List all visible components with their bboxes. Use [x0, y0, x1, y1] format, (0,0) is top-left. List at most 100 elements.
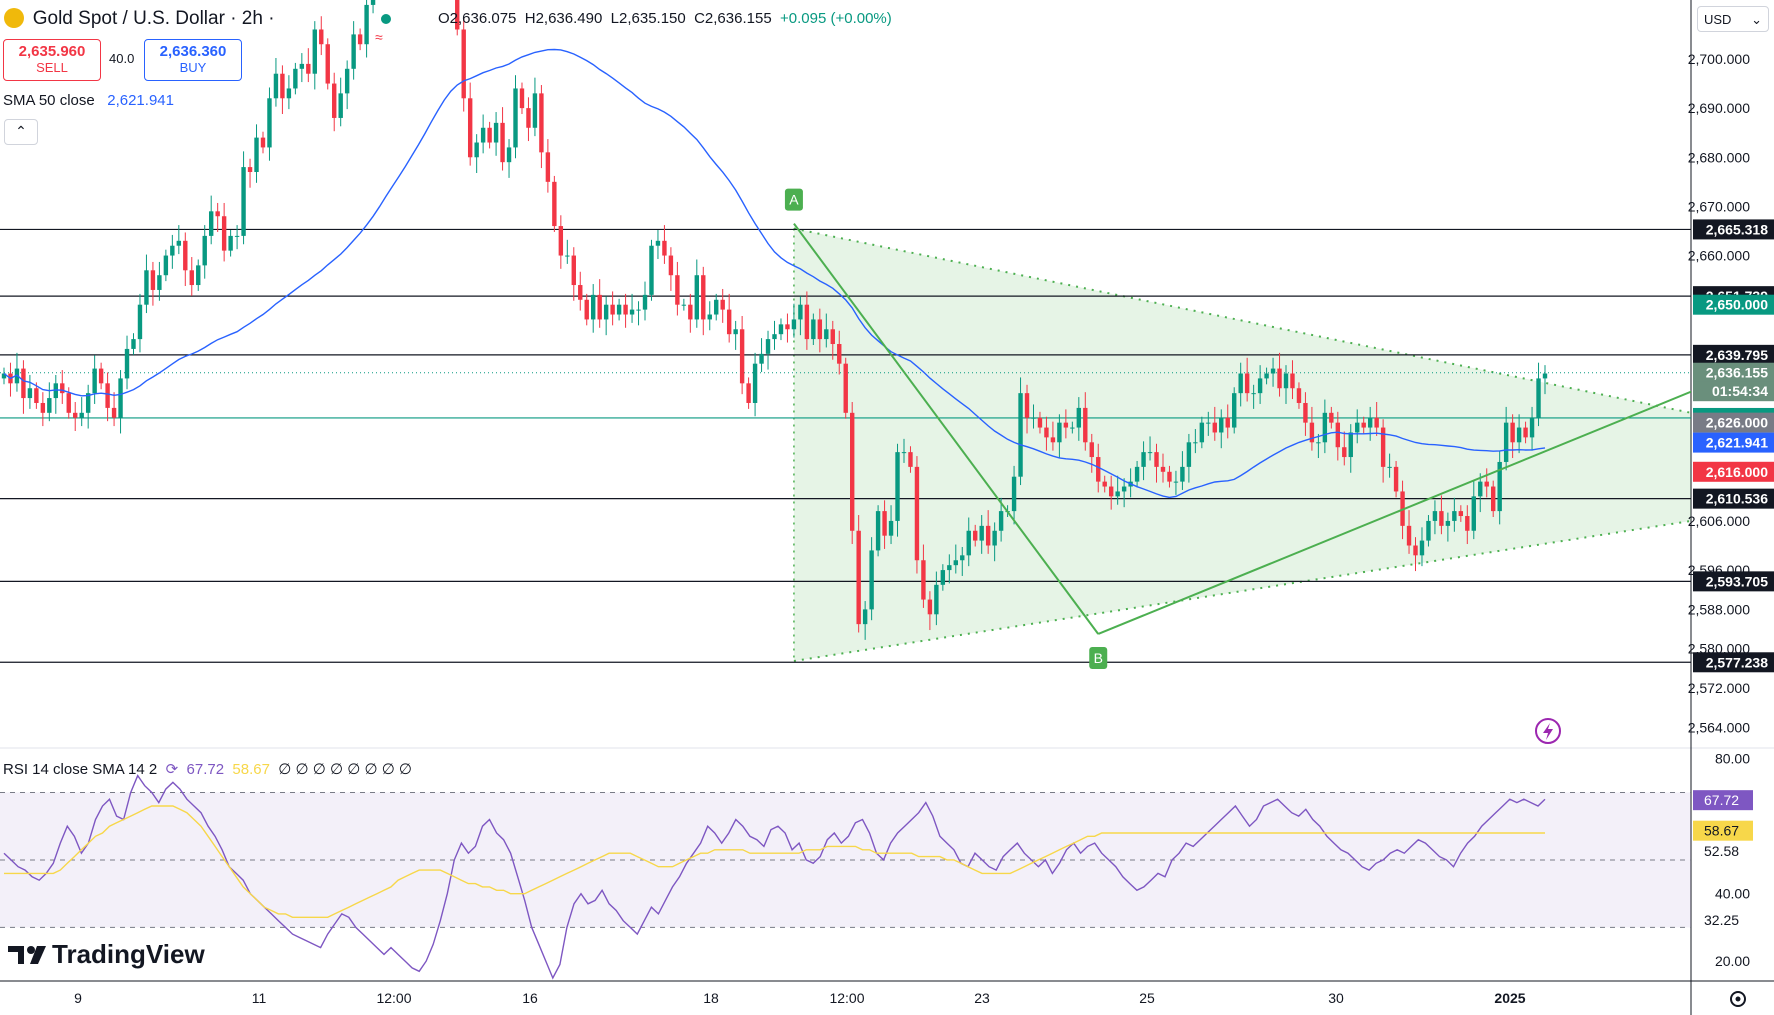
candle-body[interactable]	[966, 530, 971, 556]
candle-body[interactable]	[176, 240, 182, 246]
candle-body[interactable]	[584, 299, 589, 320]
candle-body[interactable]	[733, 329, 738, 335]
candle-body[interactable]	[98, 368, 104, 384]
candle-body[interactable]	[1063, 422, 1069, 428]
price-scale-tag[interactable]	[1693, 461, 1774, 482]
candle-body[interactable]	[649, 245, 654, 295]
lightning-icon[interactable]	[1535, 718, 1561, 744]
candle-body[interactable]	[105, 383, 110, 408]
candle-body[interactable]	[616, 304, 622, 315]
candle-body[interactable]	[804, 304, 810, 340]
candle-body[interactable]	[895, 452, 900, 521]
candle-body[interactable]	[934, 584, 939, 615]
candle-body[interactable]	[1387, 466, 1392, 468]
candle-body[interactable]	[467, 98, 473, 158]
candle-body[interactable]	[73, 412, 78, 418]
candle-body[interactable]	[992, 530, 997, 546]
candle-body[interactable]	[312, 29, 317, 74]
candle-body[interactable]	[1206, 422, 1211, 424]
candle-body[interactable]	[1160, 466, 1166, 472]
candle-body[interactable]	[500, 122, 505, 163]
price-scale-tag[interactable]	[1693, 344, 1774, 365]
candle-body[interactable]	[914, 466, 920, 561]
price-scale-tag[interactable]	[1693, 381, 1774, 402]
candle-body[interactable]	[772, 334, 777, 340]
candle-body[interactable]	[111, 407, 117, 418]
candle-body[interactable]	[215, 211, 220, 217]
candle-body[interactable]	[1426, 520, 1431, 541]
candle-body[interactable]	[798, 304, 803, 320]
candle-body[interactable]	[1516, 427, 1522, 443]
candle-body[interactable]	[1232, 393, 1237, 428]
candle-body[interactable]	[642, 294, 648, 310]
candle-body[interactable]	[487, 127, 492, 143]
rsi-scale-tag[interactable]	[1693, 790, 1753, 811]
candle-body[interactable]	[221, 216, 227, 251]
candle-body[interactable]	[985, 525, 991, 546]
price-scale-tag[interactable]	[1693, 432, 1774, 453]
candle-body[interactable]	[1251, 393, 1256, 395]
candle-body[interactable]	[947, 565, 952, 571]
candle-body[interactable]	[603, 304, 609, 320]
candle-body[interactable]	[1497, 461, 1502, 512]
symbol-title[interactable]: Gold Spot / U.S. Dollar · 2h ·	[32, 8, 275, 29]
candle-body[interactable]	[1406, 525, 1412, 546]
candle-body[interactable]	[124, 348, 130, 379]
candle-body[interactable]	[552, 181, 557, 227]
candle-body[interactable]	[144, 270, 149, 305]
candle-body[interactable]	[591, 294, 596, 320]
candle-body[interactable]	[40, 402, 46, 413]
candle-body[interactable]	[927, 599, 933, 615]
candle-body[interactable]	[163, 255, 169, 276]
candle-body[interactable]	[1212, 422, 1217, 433]
candle-body[interactable]	[817, 319, 823, 340]
candle-body[interactable]	[1193, 442, 1198, 444]
candle-body[interactable]	[1393, 466, 1399, 492]
candle-body[interactable]	[1432, 511, 1438, 521]
candle-body[interactable]	[319, 29, 324, 45]
candle-body[interactable]	[746, 383, 751, 403]
candle-body[interactable]	[1257, 378, 1263, 394]
candle-body[interactable]	[1529, 417, 1535, 438]
candle-body[interactable]	[1050, 437, 1056, 443]
price-scale-tag[interactable]	[1693, 488, 1774, 509]
candle-body[interactable]	[720, 299, 725, 310]
candle-body[interactable]	[1283, 373, 1289, 389]
candle-body[interactable]	[578, 285, 583, 300]
candle-body[interactable]	[234, 235, 240, 237]
candle-body[interactable]	[843, 363, 848, 413]
candle-body[interactable]	[170, 245, 175, 256]
candle-body[interactable]	[1413, 545, 1418, 556]
candle-body[interactable]	[461, 29, 466, 99]
candle-body[interactable]	[1089, 442, 1094, 458]
candle-body[interactable]	[1024, 393, 1030, 418]
candle-body[interactable]	[27, 388, 33, 399]
candle-body[interactable]	[370, 0, 376, 5]
candle-body[interactable]	[293, 68, 298, 89]
candle-body[interactable]	[196, 265, 201, 286]
candle-body[interactable]	[1199, 422, 1205, 443]
candle-body[interactable]	[286, 88, 292, 99]
candle-body[interactable]	[526, 108, 531, 128]
candle-body[interactable]	[1419, 540, 1425, 556]
candle-body[interactable]	[60, 383, 65, 394]
candle-body[interactable]	[694, 275, 700, 320]
candle-body[interactable]	[1167, 471, 1172, 482]
candle-body[interactable]	[344, 68, 350, 94]
candle-body[interactable]	[79, 412, 84, 418]
candle-body[interactable]	[254, 137, 259, 173]
collapse-legend-button[interactable]: ⌃	[4, 119, 38, 145]
candle-body[interactable]	[92, 368, 97, 394]
candle-body[interactable]	[1147, 452, 1153, 454]
candle-body[interactable]	[921, 560, 926, 600]
rsi-scale-tag[interactable]	[1693, 820, 1753, 841]
candle-body[interactable]	[189, 270, 194, 286]
candle-body[interactable]	[1225, 417, 1230, 428]
candle-body[interactable]	[979, 525, 984, 541]
candle-body[interactable]	[150, 270, 156, 290]
candle-body[interactable]	[85, 393, 91, 413]
candle-body[interactable]	[1452, 511, 1457, 521]
candle-body[interactable]	[267, 98, 272, 148]
candle-body[interactable]	[519, 88, 525, 109]
